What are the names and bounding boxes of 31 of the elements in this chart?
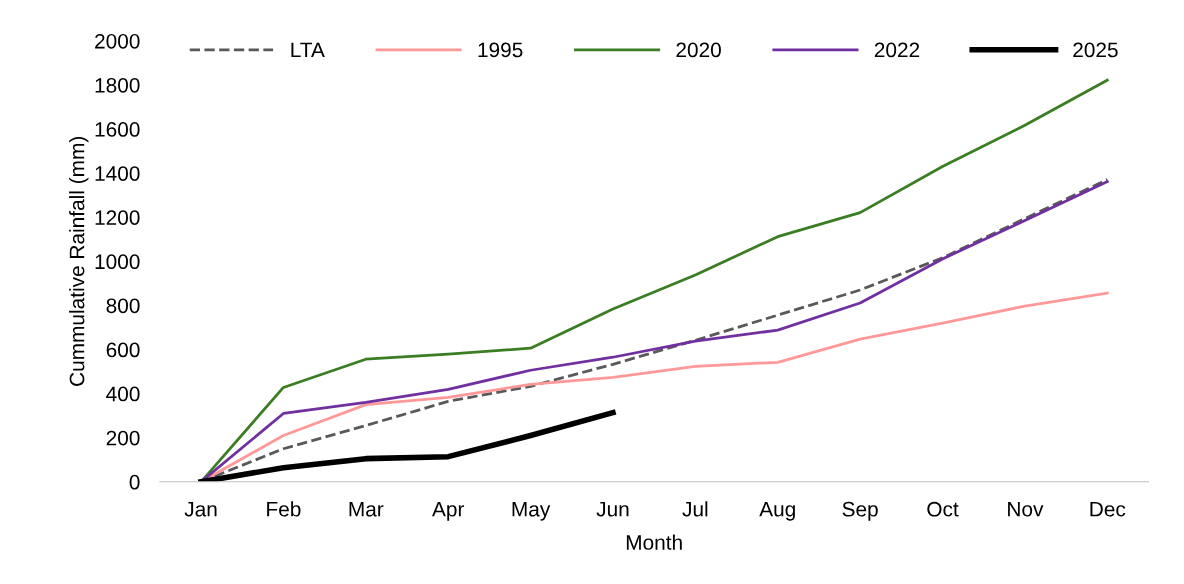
y-tick-label: 0 [129,474,140,490]
x-tick-label: Jan [184,502,217,517]
x-tick-label: Oct [927,501,959,517]
y-tick-label: 400 [106,386,140,402]
x-tick-label: Mar [349,502,384,517]
y-tick-label: 200 [106,430,140,446]
legend-label: 2020 [676,42,721,58]
y-tick-label: 1800 [95,77,140,93]
x-tick-label: Dec [1090,502,1126,517]
y-tick-label: 1000 [95,254,140,270]
x-tick-label: Nov [1008,502,1044,517]
x-tick-label: Apr [432,502,465,521]
x-tick-label: Aug [759,502,795,521]
x-tick-label: Sep [842,501,878,521]
y-tick-label: 1600 [95,122,140,137]
x-tick-label: Jun [596,502,629,517]
x-tick-label: May [512,502,551,521]
y-tick-label: 1200 [95,210,140,225]
y-tick-label: 600 [106,342,140,358]
x-tick-label: Jul [682,501,708,517]
y-tick-label: 1400 [95,166,140,181]
x-tick-label: Feb [267,501,301,517]
x-axis-title: Month [626,534,682,550]
line-series [199,78,1109,482]
legend-label: 2025 [1073,42,1118,58]
legend-label: 2022 [874,42,920,58]
y-tick-label: 800 [106,298,140,314]
y-tick-label: 2000 [95,33,140,49]
legend-label: 1995 [478,42,523,58]
legend-label: LTA [291,42,325,58]
y-axis-title: Cummulative Rainfall (mm) [69,137,89,386]
